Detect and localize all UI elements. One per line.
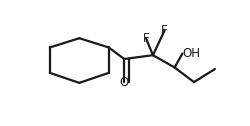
- Text: F: F: [143, 32, 149, 45]
- Text: O: O: [120, 76, 129, 89]
- Text: OH: OH: [182, 47, 200, 60]
- Text: F: F: [161, 24, 168, 37]
